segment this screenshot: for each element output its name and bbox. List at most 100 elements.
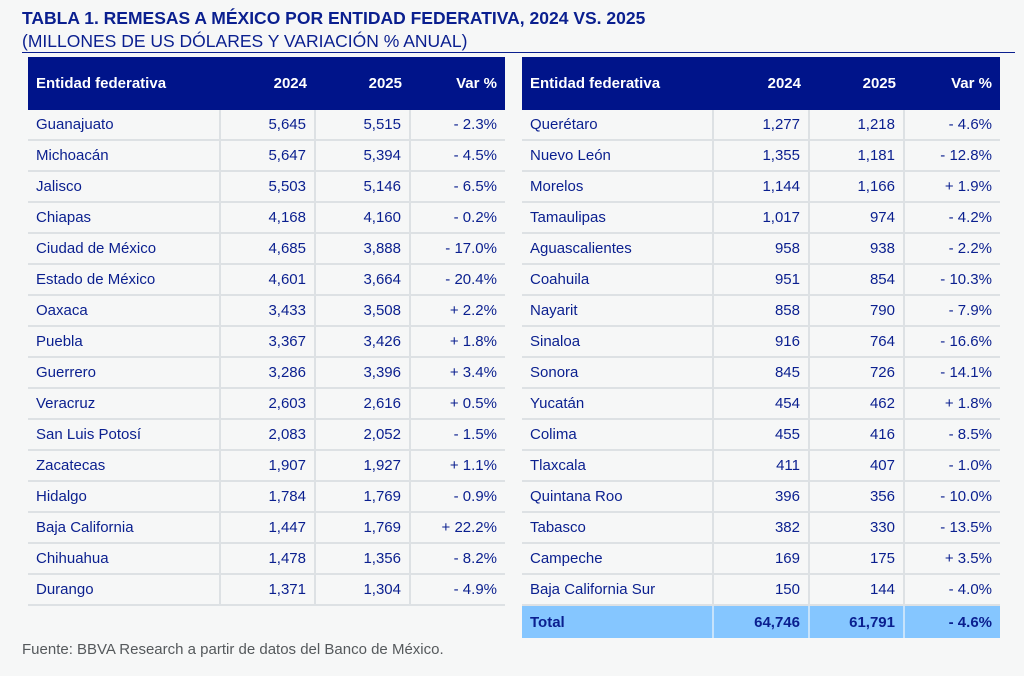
cell-var: - 4.9%	[409, 574, 505, 606]
table-row: Tlaxcala 411 407- 1.0%	[522, 450, 1000, 482]
table-row: Tamaulipas 1,017 974- 4.2%	[522, 202, 1000, 234]
cell-var: + 22.2%	[409, 512, 505, 544]
cell-entidad: Chiapas	[28, 202, 220, 234]
table-row: Colima 455 416- 8.5%	[522, 419, 1000, 451]
cell-2024: 382	[712, 512, 809, 544]
cell-2024: 3,367	[219, 326, 315, 358]
cell-2025: 790	[808, 295, 904, 327]
cell-var: - 17.0%	[409, 233, 505, 265]
cell-var: - 8.5%	[903, 419, 1000, 451]
cell-var: - 20.4%	[409, 264, 505, 296]
table-row: Nuevo León 1,355 1,181- 12.8%	[522, 140, 1000, 172]
cell-entidad: Ciudad de México	[28, 233, 220, 265]
cell-2025: 462	[808, 388, 904, 420]
cell-entidad: Nayarit	[522, 295, 713, 327]
cell-var: + 1.8%	[409, 326, 505, 358]
cell-2024: 150	[712, 574, 809, 606]
cell-2024: 1,447	[219, 512, 315, 544]
cell-var: - 8.2%	[409, 543, 505, 575]
cell-2024: 845	[712, 357, 809, 389]
cell-entidad: Baja California	[28, 512, 220, 544]
remittances-table-left: Entidad federativa 2024 2025 Var % Guana…	[28, 57, 505, 606]
cell-2024: 1,784	[219, 481, 315, 513]
total-cell-2024: 64,746	[712, 605, 809, 638]
cell-2024: 4,685	[219, 233, 315, 265]
cell-var: - 10.0%	[903, 481, 1000, 513]
cell-var: - 12.8%	[903, 140, 1000, 172]
cell-2024: 5,645	[219, 110, 315, 141]
total-cell-var: - 4.6%	[903, 605, 1000, 638]
cell-2025: 407	[808, 450, 904, 482]
cell-var: - 7.9%	[903, 295, 1000, 327]
cell-entidad: Quintana Roo	[522, 481, 713, 513]
cell-2024: 1,144	[712, 171, 809, 203]
cell-entidad: Guerrero	[28, 357, 220, 389]
header-2024: 2024	[220, 57, 315, 110]
table-row: San Luis Potosí 2,083 2,052- 1.5%	[28, 419, 505, 451]
table-row: Yucatán 454 462 + 1.8%	[522, 388, 1000, 420]
cell-2025: 1,304	[314, 574, 410, 606]
header-var: Var %	[410, 57, 505, 110]
cell-var: - 4.5%	[409, 140, 505, 172]
table-row: Campeche 169 175 + 3.5%	[522, 543, 1000, 575]
cell-var: - 4.2%	[903, 202, 1000, 234]
total-cell-entidad: Total	[522, 605, 713, 638]
cell-2025: 726	[808, 357, 904, 389]
cell-var: - 0.2%	[409, 202, 505, 234]
cell-var: - 14.1%	[903, 357, 1000, 389]
cell-2024: 1,355	[712, 140, 809, 172]
cell-var: + 0.5%	[409, 388, 505, 420]
cell-var: - 1.0%	[903, 450, 1000, 482]
cell-2025: 1,769	[314, 481, 410, 513]
table-row: Puebla 3,367 3,426 + 1.8%	[28, 326, 505, 358]
cell-var: - 4.0%	[903, 574, 1000, 606]
cell-var: + 1.1%	[409, 450, 505, 482]
cell-2024: 958	[712, 233, 809, 265]
cell-2025: 764	[808, 326, 904, 358]
cell-2025: 2,616	[314, 388, 410, 420]
total-row: Total 64,746 61,791- 4.6%	[522, 605, 1000, 638]
cell-2025: 175	[808, 543, 904, 575]
cell-entidad: Querétaro	[522, 110, 713, 141]
cell-2025: 330	[808, 512, 904, 544]
cell-entidad: Tlaxcala	[522, 450, 713, 482]
cell-2025: 938	[808, 233, 904, 265]
table-row: Chiapas 4,168 4,160- 0.2%	[28, 202, 505, 234]
table-row: Estado de México 4,601 3,664- 20.4%	[28, 264, 505, 296]
cell-2024: 5,503	[219, 171, 315, 203]
cell-2025: 2,052	[314, 419, 410, 451]
table-row: Chihuahua 1,478 1,356- 8.2%	[28, 543, 505, 575]
table-row: Nayarit 858 790- 7.9%	[522, 295, 1000, 327]
cell-2024: 1,907	[219, 450, 315, 482]
cell-entidad: Baja California Sur	[522, 574, 713, 606]
table-subtitle: (MILLONES DE US DÓLARES Y VARIACIÓN % AN…	[22, 31, 468, 51]
table-row: Oaxaca 3,433 3,508 + 2.2%	[28, 295, 505, 327]
cell-2025: 4,160	[314, 202, 410, 234]
cell-2025: 974	[808, 202, 904, 234]
cell-var: - 6.5%	[409, 171, 505, 203]
cell-2025: 5,146	[314, 171, 410, 203]
cell-2024: 169	[712, 543, 809, 575]
table-row: Querétaro 1,277 1,218- 4.6%	[522, 110, 1000, 141]
cell-entidad: Jalisco	[28, 171, 220, 203]
header-row: Entidad federativa 2024 2025 Var %	[28, 57, 505, 110]
cell-entidad: Oaxaca	[28, 295, 220, 327]
cell-entidad: Tabasco	[522, 512, 713, 544]
cell-entidad: Aguascalientes	[522, 233, 713, 265]
cell-var: - 0.9%	[409, 481, 505, 513]
cell-2025: 854	[808, 264, 904, 296]
cell-2025: 1,356	[314, 543, 410, 575]
header-var: Var %	[904, 57, 1000, 110]
header-2024: 2024	[713, 57, 809, 110]
cell-entidad: Veracruz	[28, 388, 220, 420]
cell-var: - 4.6%	[903, 110, 1000, 141]
table-row: Hidalgo 1,784 1,769- 0.9%	[28, 481, 505, 513]
table-title: TABLA 1. REMESAS A MÉXICO POR ENTIDAD FE…	[22, 8, 646, 28]
cell-2024: 1,277	[712, 110, 809, 141]
cell-var: - 2.3%	[409, 110, 505, 141]
cell-2024: 4,601	[219, 264, 315, 296]
cell-2024: 396	[712, 481, 809, 513]
cell-2025: 3,664	[314, 264, 410, 296]
table-row: Coahuila 951 854- 10.3%	[522, 264, 1000, 296]
cell-2024: 3,286	[219, 357, 315, 389]
